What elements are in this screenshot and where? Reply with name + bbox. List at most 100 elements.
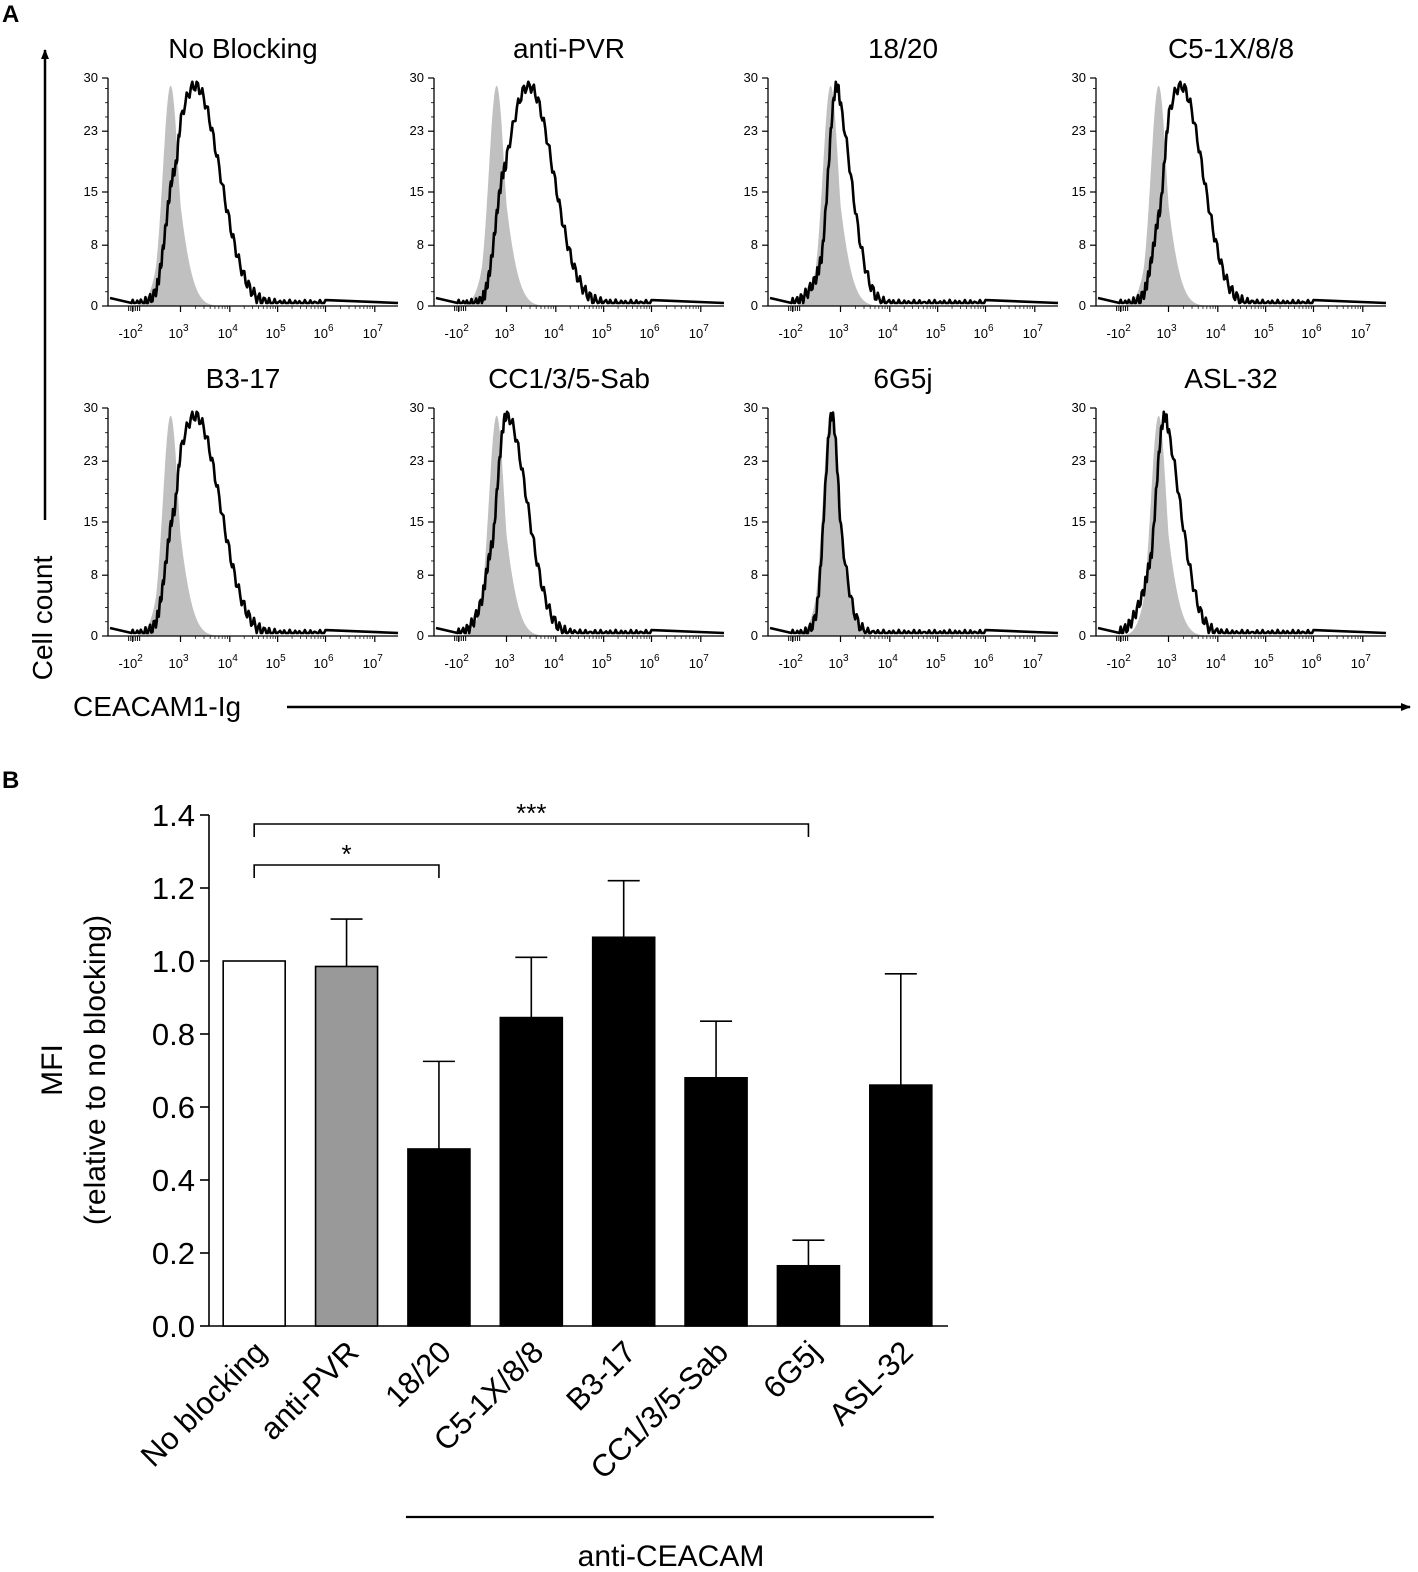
y-tick-label: 1.2: [152, 871, 195, 906]
histogram-title: No Blocking: [168, 33, 317, 64]
x-tick-label: 106: [973, 323, 993, 341]
y-tick-label: 0: [417, 628, 424, 643]
panel-a-xlabel: CEACAM1-Ig: [73, 691, 241, 722]
x-tick-label: 103: [828, 323, 848, 341]
y-tick-label: 23: [1072, 123, 1086, 138]
panel-b-ylabel-sub: (relative to no blocking): [79, 915, 112, 1225]
control-histogram: [1098, 85, 1386, 306]
bar: [407, 1148, 471, 1327]
y-tick-label: 30: [744, 70, 758, 85]
x-tick-label: 103: [168, 323, 188, 341]
x-tick-label: 104: [218, 323, 238, 341]
y-tick-label: 8: [1079, 567, 1086, 582]
x-tick-label: 106: [313, 653, 333, 671]
bar: [499, 1016, 564, 1327]
x-tick-label: 104: [544, 323, 564, 341]
y-tick-label: 30: [410, 400, 424, 415]
x-tick-label: 105: [926, 323, 946, 341]
group-label: anti-CEACAM: [578, 1540, 765, 1572]
x-tick-label: 107: [363, 323, 383, 341]
histogram-panel: anti-PVR 0 8 15 23 30 -102 103 104 105 106 107: [410, 33, 725, 341]
category-label: 18/20: [378, 1334, 458, 1414]
control-histogram: [110, 415, 398, 636]
histogram-panel: 6G5j 0 8 15 23 30 -102 103 104 105 106 107: [744, 363, 1059, 671]
y-tick-label: 0: [751, 298, 758, 313]
x-tick-label: -102: [444, 323, 469, 341]
x-tick-label: 107: [1023, 653, 1043, 671]
y-tick-label: 0.6: [152, 1090, 195, 1125]
significance-label: *: [342, 839, 352, 869]
x-tick-label: -102: [118, 653, 143, 671]
x-tick-label: 103: [494, 653, 514, 671]
y-tick-label: 8: [751, 237, 758, 252]
y-tick-label: 0.8: [152, 1017, 195, 1052]
x-tick-label: 104: [878, 653, 898, 671]
y-tick-label: 0: [91, 298, 98, 313]
histogram-title: CC1/3/5-Sab: [488, 363, 650, 394]
significance-bracket: [253, 823, 810, 837]
panel-b: B MFI (relative to no blocking) 0.00.20.…: [2, 767, 948, 1572]
stained-histogram: [769, 411, 1059, 635]
y-tick-label: 0: [91, 628, 98, 643]
y-tick-label: 8: [91, 237, 98, 252]
bar: [684, 1077, 748, 1327]
significance-label: ***: [516, 798, 546, 828]
x-tick-label: -102: [1106, 653, 1131, 671]
panel-b-label: B: [2, 767, 19, 794]
y-tick-label: 8: [417, 567, 424, 582]
x-tick-label: 107: [363, 653, 383, 671]
x-tick-label: 104: [1206, 653, 1226, 671]
significance-bracket: [253, 864, 440, 878]
y-tick-label: 23: [1072, 453, 1086, 468]
histogram-panel: 18/20 0 8 15 23 30 -102 103 104 105 106 107: [744, 33, 1059, 341]
x-tick-label: 105: [1254, 323, 1274, 341]
stained-histogram: [1097, 80, 1387, 305]
x-tick-label: -102: [778, 653, 803, 671]
y-tick-label: 15: [84, 184, 98, 199]
x-tick-label: 106: [313, 323, 333, 341]
y-tick-label: 8: [91, 567, 98, 582]
histogram-title: B3-17: [206, 363, 281, 394]
histogram-panel: CC1/3/5-Sab 0 8 15 23 30 -102 103 104 105 106 107: [410, 363, 725, 671]
x-tick-label: 106: [639, 323, 659, 341]
histogram-title: C5-1X/8/8: [1168, 33, 1294, 64]
stained-histogram: [435, 410, 725, 635]
y-tick-label: 15: [410, 514, 424, 529]
y-tick-label: 30: [1072, 400, 1086, 415]
y-tick-label: 23: [744, 123, 758, 138]
x-tick-label: -102: [444, 653, 469, 671]
category-label: 6G5j: [756, 1334, 827, 1405]
histogram-title: 18/20: [868, 33, 938, 64]
bar: [314, 965, 379, 1327]
histogram-panel: No Blocking 0 8 15 23 30 -102 103 104 105 106 107: [84, 33, 399, 341]
panel-a-label: A: [2, 1, 19, 28]
x-tick-label: 104: [878, 323, 898, 341]
x-tick-label: 105: [592, 653, 612, 671]
y-tick-label: 15: [744, 184, 758, 199]
stained-histogram: [769, 80, 1059, 305]
y-tick-label: 15: [1072, 184, 1086, 199]
y-tick-label: 0: [751, 628, 758, 643]
y-tick-label: 23: [410, 453, 424, 468]
x-tick-label: 107: [1351, 653, 1371, 671]
y-tick-label: 30: [84, 400, 98, 415]
y-tick-label: 0.4: [152, 1163, 195, 1198]
x-tick-label: 105: [266, 323, 286, 341]
stained-histogram: [1097, 410, 1387, 635]
x-tick-label: 107: [1351, 323, 1371, 341]
x-tick-label: -102: [118, 323, 143, 341]
bar-chart: 0.0 0.2 0.4 0.6 0.8 1.0 1.2 1.4 No blockinganti-…: [134, 798, 948, 1519]
category-label: B3-17: [559, 1334, 642, 1417]
y-tick-label: 30: [744, 400, 758, 415]
bar: [776, 1264, 841, 1327]
bar: [869, 1084, 933, 1327]
y-tick-label: 1.0: [152, 944, 195, 979]
x-tick-label: 105: [926, 653, 946, 671]
control-histogram: [110, 85, 398, 306]
x-tick-label: 105: [266, 653, 286, 671]
x-tick-label: 107: [689, 323, 709, 341]
x-tick-label: 103: [1156, 653, 1176, 671]
y-tick-label: 0: [1079, 628, 1086, 643]
